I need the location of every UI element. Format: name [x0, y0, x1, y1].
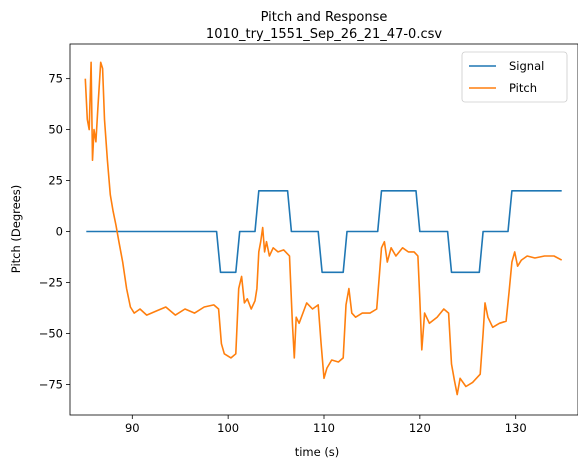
y-axis-label: Pitch (Degrees) — [9, 185, 23, 273]
x-tick-label: 90 — [125, 421, 140, 435]
x-tick-label: 100 — [217, 421, 239, 435]
series-line-signal — [86, 190, 562, 274]
y-tick-label: 25 — [48, 174, 63, 188]
legend-label-signal: Signal — [509, 59, 544, 73]
x-axis-label: time (s) — [295, 445, 340, 459]
y-tick-label: 0 — [56, 225, 63, 239]
x-axis-ticks: 90 100 110 120 130 — [125, 415, 527, 435]
y-tick-label: 50 — [48, 123, 63, 137]
x-tick-label: 110 — [313, 421, 335, 435]
plot-series — [84, 61, 563, 396]
x-tick-label: 120 — [409, 421, 431, 435]
series-line-pitch — [84, 61, 563, 396]
y-tick-label: −75 — [39, 377, 63, 391]
y-tick-label: −50 — [39, 326, 63, 340]
legend: Signal Pitch — [461, 51, 568, 103]
y-tick-label: −25 — [39, 276, 63, 290]
chart-subtitle: 1010_try_1551_Sep_26_21_47-0.csv — [206, 27, 442, 42]
y-tick-label: 75 — [48, 72, 63, 86]
x-tick-label: 130 — [505, 421, 527, 435]
legend-label-pitch: Pitch — [509, 81, 537, 95]
legend-box — [461, 51, 568, 103]
chart-title: Pitch and Response — [261, 10, 388, 25]
y-axis-ticks: −75 −50 −25 0 25 50 75 — [39, 72, 70, 391]
